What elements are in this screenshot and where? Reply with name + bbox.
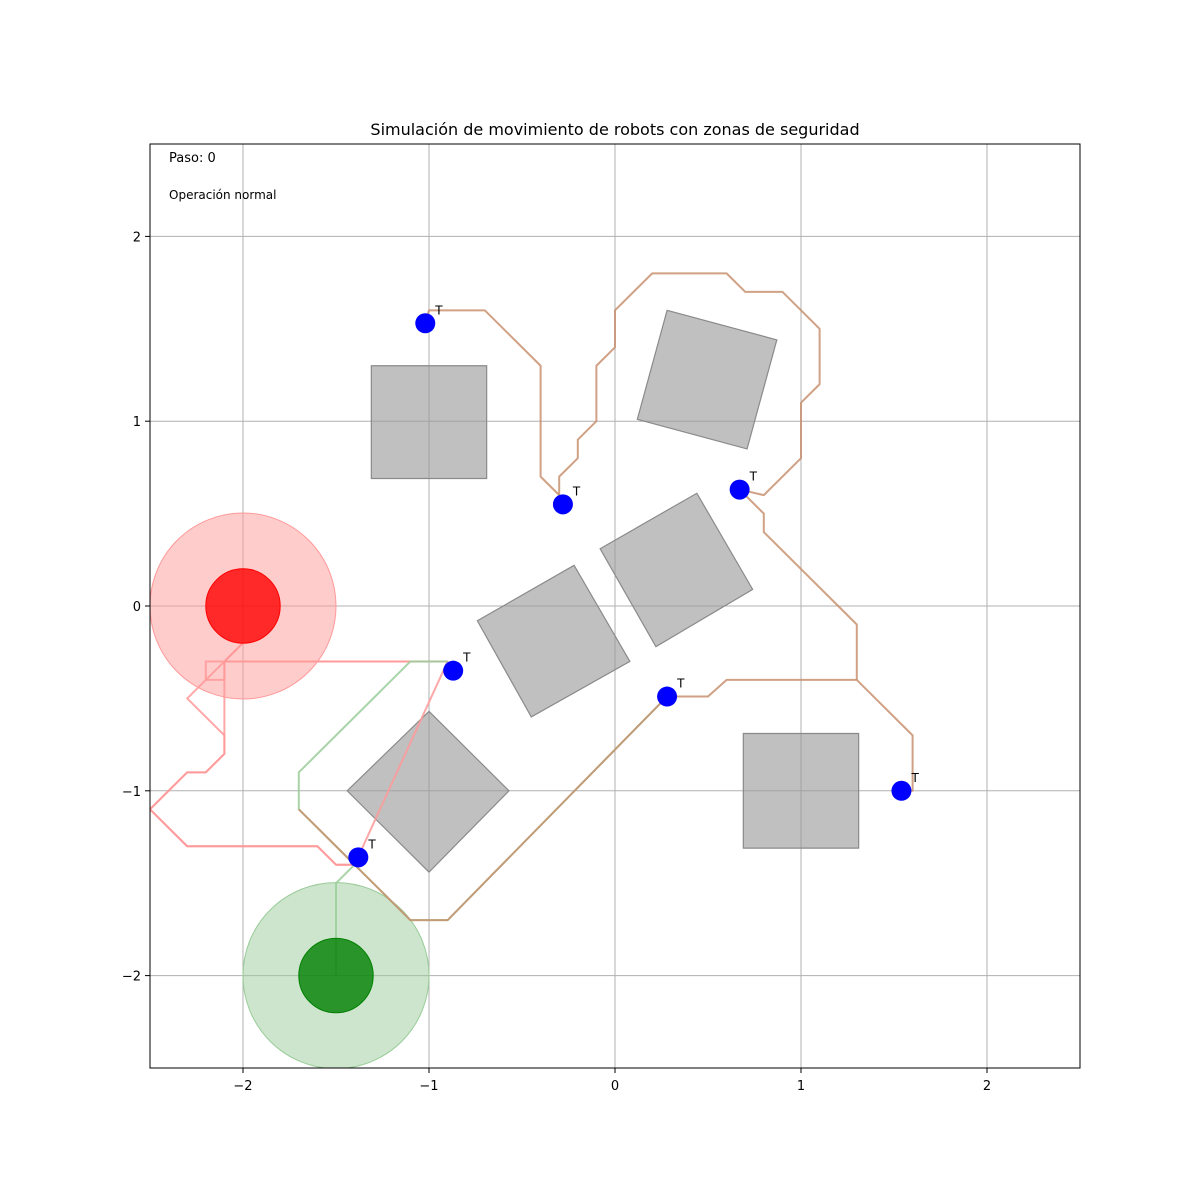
status-annotation: Operación normal — [169, 188, 276, 202]
robots — [205, 568, 374, 1014]
obstacle — [742, 732, 860, 849]
robot-path — [150, 642, 355, 866]
target-label: T — [749, 470, 758, 484]
y-tick-label: −2 — [122, 970, 141, 985]
x-tick-label: 2 — [983, 1079, 991, 1094]
target-label: T — [367, 837, 376, 851]
target-marker — [729, 479, 750, 500]
x-tick-label: −1 — [419, 1079, 438, 1094]
robot-green — [298, 937, 374, 1014]
step-annotation: Paso: 0 — [169, 151, 216, 166]
y-tick-label: 0 — [133, 600, 141, 615]
chart-title: Simulación de movimiento de robots con z… — [370, 120, 859, 139]
robot-red — [205, 568, 281, 644]
y-tick-label: 1 — [133, 415, 141, 430]
target-label: T — [910, 771, 919, 785]
robot-path — [298, 678, 914, 922]
obstacle — [599, 492, 754, 648]
target-marker — [891, 780, 912, 801]
robot-path — [424, 309, 560, 496]
targets: T T T T T T T — [348, 303, 919, 868]
x-tick-label: −2 — [233, 1079, 252, 1094]
obstacle — [346, 710, 510, 873]
x-tick-label: 0 — [611, 1079, 619, 1094]
target-label: T — [462, 651, 471, 665]
target-label: T — [572, 484, 581, 498]
target-marker — [443, 660, 464, 681]
axis-ticks: −2 −1 0 1 2 −2 −1 0 1 2 — [122, 230, 991, 1094]
obstacle — [636, 309, 778, 450]
target-marker — [657, 686, 678, 707]
target-marker — [415, 313, 436, 334]
obstacle — [476, 564, 631, 718]
target-marker — [348, 847, 369, 868]
obstacles — [346, 309, 860, 873]
y-tick-label: 2 — [133, 230, 141, 245]
obstacle — [370, 365, 488, 480]
target-marker — [552, 494, 573, 515]
y-tick-label: −1 — [122, 785, 141, 800]
target-label: T — [676, 677, 685, 691]
target-label: T — [434, 303, 443, 317]
robot-path — [558, 272, 858, 680]
robot-paths — [150, 272, 914, 976]
x-tick-label: 1 — [797, 1079, 805, 1094]
